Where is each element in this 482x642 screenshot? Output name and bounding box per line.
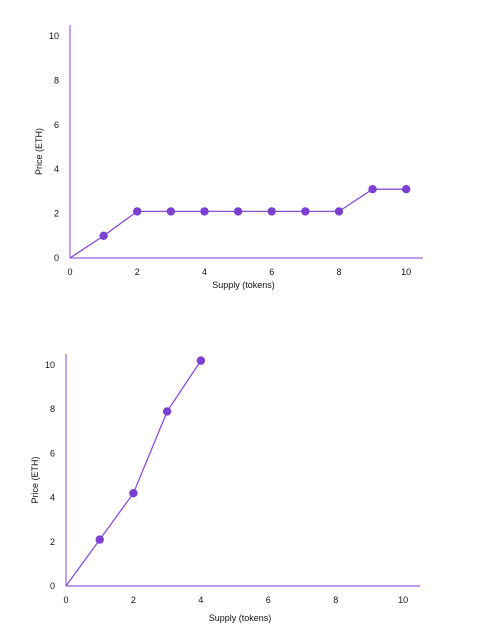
data-point (196, 356, 206, 365)
x-tick-label: 6 (266, 595, 271, 605)
data-point (401, 185, 411, 194)
x-tick-label: 10 (398, 595, 408, 605)
y-tick-label: 0 (50, 581, 55, 591)
x-axis-label: Supply (tokens) (209, 613, 272, 623)
data-point (95, 535, 104, 544)
y-tick-label: 6 (50, 448, 55, 458)
data-point (200, 207, 209, 216)
data-point (334, 207, 344, 216)
y-tick-label: 2 (50, 537, 55, 547)
y-tick-label: 2 (54, 209, 59, 219)
y-tick-label: 0 (54, 253, 59, 263)
y-tick-label: 4 (54, 164, 59, 174)
data-point (133, 207, 142, 216)
data-point (301, 207, 310, 216)
chart-bottom: 0 2 4 6 8 10 0 2 4 6 8 10 Supply (tokens) Price (ETH) (30, 354, 420, 623)
data-point (162, 407, 172, 416)
x-tick-label: 8 (333, 595, 338, 605)
x-tick-label: 6 (269, 267, 274, 277)
x-tick-label: 8 (336, 267, 341, 277)
x-tick-label: 2 (131, 595, 136, 605)
data-point (267, 207, 276, 216)
x-tick-label: 4 (202, 267, 207, 277)
x-tick-label: 4 (198, 595, 203, 605)
x-axis-label: Supply (tokens) (212, 280, 275, 290)
y-tick-label: 8 (50, 404, 55, 414)
x-tick-label: 0 (63, 595, 68, 605)
series-line (65, 360, 202, 587)
data-point (129, 489, 138, 498)
y-axis-label: Price (ETH) (30, 456, 40, 503)
x-tick-label: 10 (401, 267, 411, 277)
chart-top: 0 2 4 6 8 10 0 2 4 6 8 10 Supply (tokens) Price (ETH) (34, 25, 423, 290)
x-tick-label: 2 (135, 267, 140, 277)
data-point (99, 231, 108, 241)
series-line (69, 188, 407, 259)
y-tick-label: 4 (50, 493, 55, 503)
y-tick-label: 8 (54, 75, 59, 85)
y-tick-label: 6 (54, 120, 59, 130)
y-tick-label: 10 (49, 31, 59, 41)
data-point (368, 185, 377, 194)
data-point (233, 207, 243, 216)
y-axis-label: Price (ETH) (34, 128, 44, 175)
x-tick-label: 0 (67, 267, 72, 277)
data-point (166, 207, 176, 216)
y-tick-label: 10 (45, 360, 55, 370)
